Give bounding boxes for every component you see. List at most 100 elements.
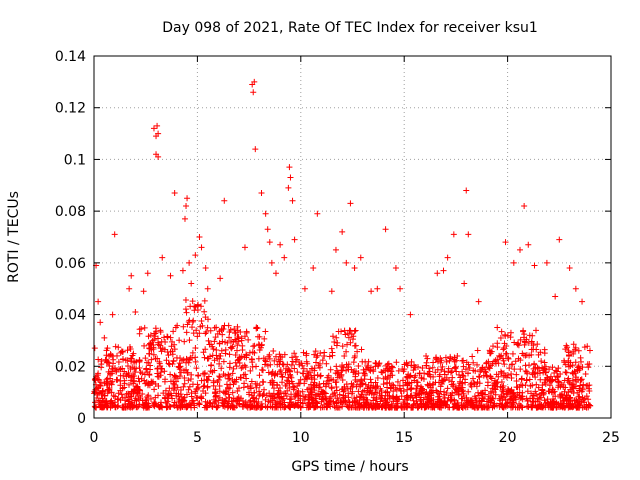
data-point (150, 125, 157, 132)
noise-point (220, 389, 227, 396)
noise-point (459, 357, 466, 364)
data-point (531, 262, 538, 269)
noise-point (137, 394, 144, 401)
noise-point (389, 364, 396, 371)
noise-point (168, 392, 175, 399)
noise-point (209, 369, 216, 376)
noise-point (571, 383, 578, 390)
noise-point (188, 404, 195, 411)
noise-point (500, 346, 507, 353)
noise-point (205, 355, 212, 362)
noise-point (208, 362, 215, 369)
noise-point (219, 338, 226, 345)
noise-point (113, 352, 120, 359)
noise-point (472, 399, 479, 406)
noise-point (295, 392, 302, 399)
data-point (241, 244, 248, 251)
noise-point (176, 337, 183, 344)
noise-point (194, 394, 201, 401)
data-point (268, 259, 275, 266)
noise-point (95, 390, 102, 397)
noise-point (234, 342, 241, 349)
noise-point (537, 376, 544, 383)
noise-point (418, 385, 425, 392)
noise-point (289, 354, 296, 361)
noise-point (134, 404, 141, 411)
noise-point (230, 339, 237, 346)
x-axis-label: GPS time / hours (291, 459, 408, 475)
axis-ticks (93, 55, 612, 419)
noise-point (510, 389, 517, 396)
noise-point (210, 396, 217, 403)
noise-point (308, 386, 315, 393)
noise-point (537, 394, 544, 401)
noise-point (509, 350, 516, 357)
noise-point (156, 360, 163, 367)
noise-point (358, 346, 365, 353)
noise-point (350, 404, 357, 411)
noise-point (134, 383, 141, 390)
noise-point (154, 370, 161, 377)
noise-point (442, 354, 449, 361)
noise-point (390, 382, 397, 389)
noise-point (220, 358, 227, 365)
noise-point (249, 349, 256, 356)
noise-point (424, 394, 431, 401)
noise-point (532, 398, 539, 405)
noise-point (233, 376, 240, 383)
noise-point (145, 333, 152, 340)
noise-point (203, 403, 210, 410)
noise-point (142, 355, 149, 362)
noise-point (401, 361, 408, 368)
y-tick-label: 0.14 (55, 49, 86, 65)
data-point (221, 197, 228, 204)
noise-point (205, 337, 212, 344)
noise-point (567, 359, 574, 366)
noise-point (151, 330, 158, 337)
noise-point (136, 326, 143, 333)
noise-point (338, 328, 345, 335)
noise-point (234, 347, 241, 354)
data-point (374, 285, 381, 292)
noise-point (517, 366, 524, 373)
noise-point (114, 376, 121, 383)
noise-point (186, 337, 193, 344)
noise-point (382, 367, 389, 374)
data-point (351, 265, 358, 272)
noise-point (426, 390, 433, 397)
noise-point (230, 365, 237, 372)
noise-point (222, 390, 229, 397)
noise-point (529, 332, 536, 339)
noise-point (288, 362, 295, 369)
noise-point (114, 395, 121, 402)
noise-point (99, 388, 106, 395)
noise-point (354, 378, 361, 385)
noise-point (285, 366, 292, 373)
noise-point (547, 373, 554, 380)
noise-point (504, 372, 511, 379)
data-point (155, 153, 162, 160)
noise-point (465, 388, 472, 395)
noise-point (351, 328, 358, 335)
noise-point (549, 364, 556, 371)
noise-point (253, 384, 260, 391)
noise-point (121, 384, 128, 391)
noise-point (93, 394, 100, 401)
noise-point (331, 338, 338, 345)
noise-point (120, 372, 127, 379)
noise-point (564, 377, 571, 384)
noise-point (410, 397, 417, 404)
noise-point (136, 386, 143, 393)
noise-point (389, 404, 396, 411)
noise-point (144, 382, 151, 389)
noise-point (240, 371, 247, 378)
noise-point (519, 396, 526, 403)
data-points (91, 78, 594, 411)
noise-point (439, 378, 446, 385)
data-point (183, 202, 190, 209)
noise-point (130, 380, 137, 387)
noise-point (107, 398, 114, 405)
noise-point (576, 366, 583, 373)
noise-point (419, 365, 426, 372)
noise-point (202, 314, 209, 321)
